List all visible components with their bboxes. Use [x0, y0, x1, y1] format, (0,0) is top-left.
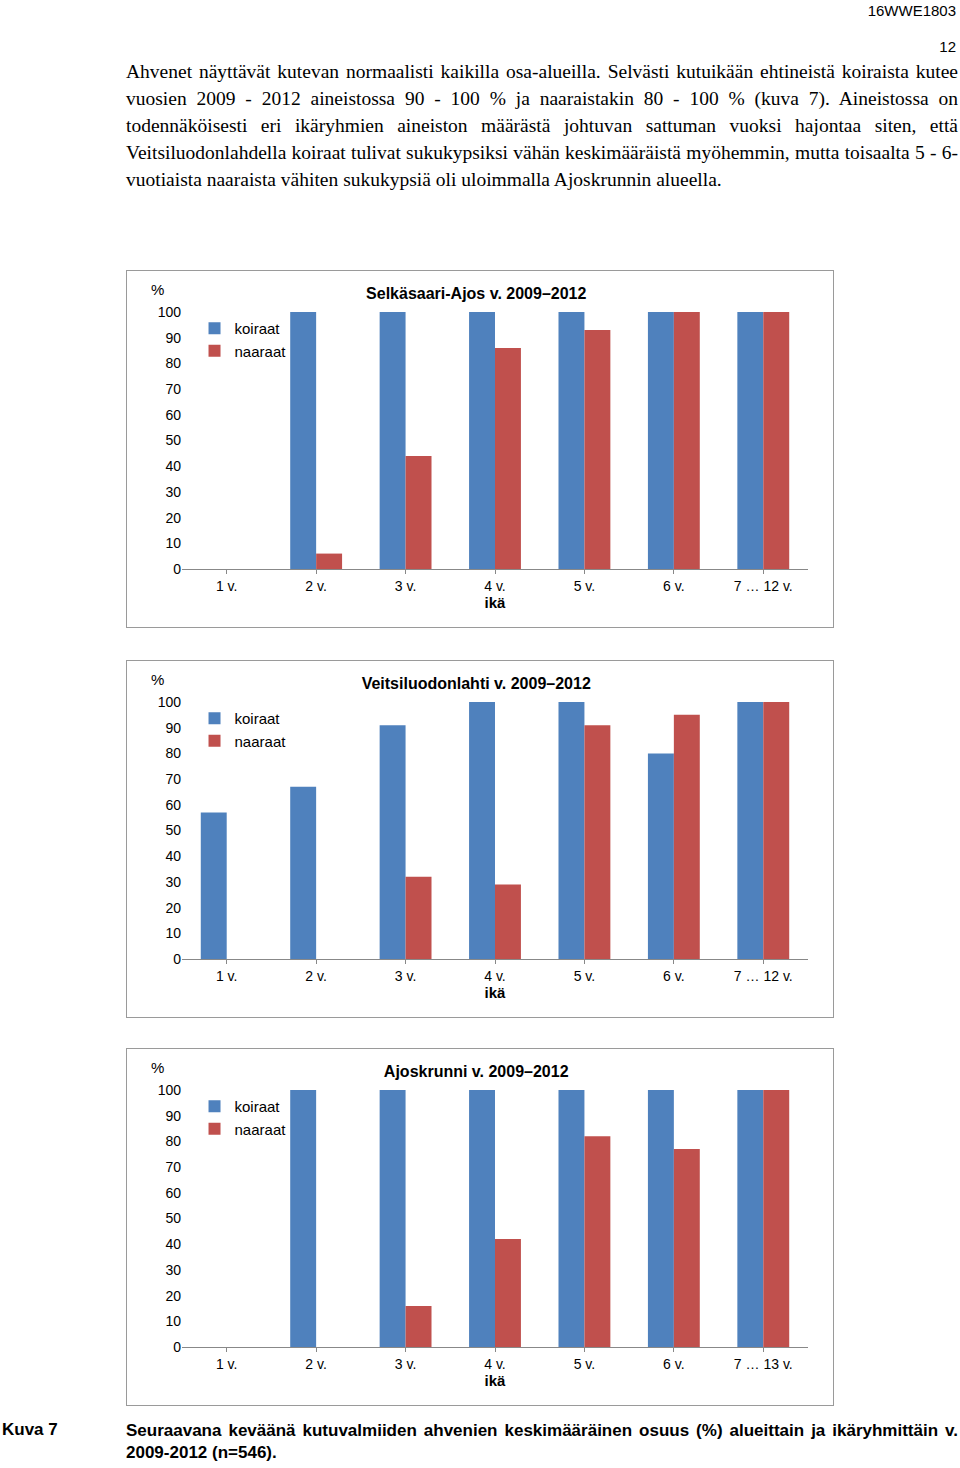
svg-text:60: 60	[165, 797, 181, 813]
svg-text:ikä: ikä	[485, 594, 507, 611]
svg-text:60: 60	[165, 1185, 181, 1201]
svg-text:20: 20	[165, 510, 181, 526]
svg-text:70: 70	[165, 1159, 181, 1175]
svg-text:0: 0	[173, 561, 181, 577]
svg-text:10: 10	[165, 1313, 181, 1329]
svg-text:60: 60	[165, 407, 181, 423]
svg-text:5 v.: 5 v.	[574, 578, 596, 594]
svg-text:1 v.: 1 v.	[216, 968, 238, 984]
html-text:Kuva 7: Kuva 7	[2, 1420, 58, 1439]
svg-text:20: 20	[165, 900, 181, 916]
svg-text:naaraat: naaraat	[235, 343, 287, 360]
html-text:Ahvenet näyttävät kutevan norm: Ahvenet näyttävät kutevan normaalisti ka…	[126, 61, 958, 190]
svg-text:80: 80	[165, 355, 181, 371]
svg-text:%: %	[151, 1059, 164, 1076]
svg-text:90: 90	[165, 1108, 181, 1124]
svg-text:7 … 12 v.: 7 … 12 v.	[734, 968, 793, 984]
svg-text:5 v.: 5 v.	[574, 968, 596, 984]
svg-text:7 … 13 v.: 7 … 13 v.	[734, 1356, 793, 1372]
svg-text:50: 50	[165, 822, 181, 838]
svg-text:4 v.: 4 v.	[484, 1356, 506, 1372]
svg-text:naaraat: naaraat	[235, 733, 287, 750]
svg-text:30: 30	[165, 1262, 181, 1278]
html-text:Seuraavana keväänä kutuvalmiid: Seuraavana keväänä kutuvalmiiden ahvenie…	[126, 1421, 958, 1462]
svg-text:20: 20	[165, 1288, 181, 1304]
svg-text:30: 30	[165, 484, 181, 500]
svg-text:2 v.: 2 v.	[305, 968, 327, 984]
svg-text:3 v.: 3 v.	[395, 1356, 417, 1372]
html-text:12: 12	[939, 38, 956, 55]
svg-text:0: 0	[173, 1339, 181, 1355]
svg-text:%: %	[151, 671, 164, 688]
svg-text:Selkäsaari-Ajos v. 2009–2012: Selkäsaari-Ajos v. 2009–2012	[366, 285, 586, 302]
svg-text:4 v.: 4 v.	[484, 968, 506, 984]
html-text:16WWE1803: 16WWE1803	[867, 2, 956, 19]
svg-text:50: 50	[165, 432, 181, 448]
svg-text:2 v.: 2 v.	[305, 578, 327, 594]
svg-text:3 v.: 3 v.	[395, 968, 417, 984]
svg-text:100: 100	[158, 694, 182, 710]
svg-text:7 … 12 v.: 7 … 12 v.	[734, 578, 793, 594]
svg-text:50: 50	[165, 1210, 181, 1226]
svg-text:70: 70	[165, 771, 181, 787]
svg-text:koiraat: koiraat	[235, 710, 281, 727]
svg-text:Ajoskrunni v. 2009–2012: Ajoskrunni v. 2009–2012	[384, 1063, 569, 1080]
svg-text:Veitsiluodonlahti v. 2009–2012: Veitsiluodonlahti v. 2009–2012	[362, 675, 591, 692]
svg-text:2 v.: 2 v.	[305, 1356, 327, 1372]
svg-text:30: 30	[165, 874, 181, 890]
svg-text:100: 100	[158, 304, 182, 320]
svg-text:90: 90	[165, 720, 181, 736]
svg-text:40: 40	[165, 848, 181, 864]
svg-text:5 v.: 5 v.	[574, 1356, 596, 1372]
svg-text:40: 40	[165, 1236, 181, 1252]
svg-text:70: 70	[165, 381, 181, 397]
svg-text:80: 80	[165, 1133, 181, 1149]
svg-text:3 v.: 3 v.	[395, 578, 417, 594]
svg-text:1 v.: 1 v.	[216, 578, 238, 594]
svg-text:6 v.: 6 v.	[663, 578, 685, 594]
svg-text:40: 40	[165, 458, 181, 474]
svg-text:koiraat: koiraat	[235, 1098, 281, 1115]
svg-text:10: 10	[165, 535, 181, 551]
svg-text:6 v.: 6 v.	[663, 1356, 685, 1372]
svg-text:80: 80	[165, 745, 181, 761]
svg-text:%: %	[151, 281, 164, 298]
svg-text:100: 100	[158, 1082, 182, 1098]
svg-text:1 v.: 1 v.	[216, 1356, 238, 1372]
svg-text:naaraat: naaraat	[235, 1121, 287, 1138]
svg-text:ikä: ikä	[485, 984, 507, 1001]
svg-text:koiraat: koiraat	[235, 320, 281, 337]
svg-text:ikä: ikä	[485, 1372, 507, 1389]
svg-text:90: 90	[165, 330, 181, 346]
svg-text:0: 0	[173, 951, 181, 967]
svg-text:6 v.: 6 v.	[663, 968, 685, 984]
svg-text:4 v.: 4 v.	[484, 578, 506, 594]
svg-text:10: 10	[165, 925, 181, 941]
